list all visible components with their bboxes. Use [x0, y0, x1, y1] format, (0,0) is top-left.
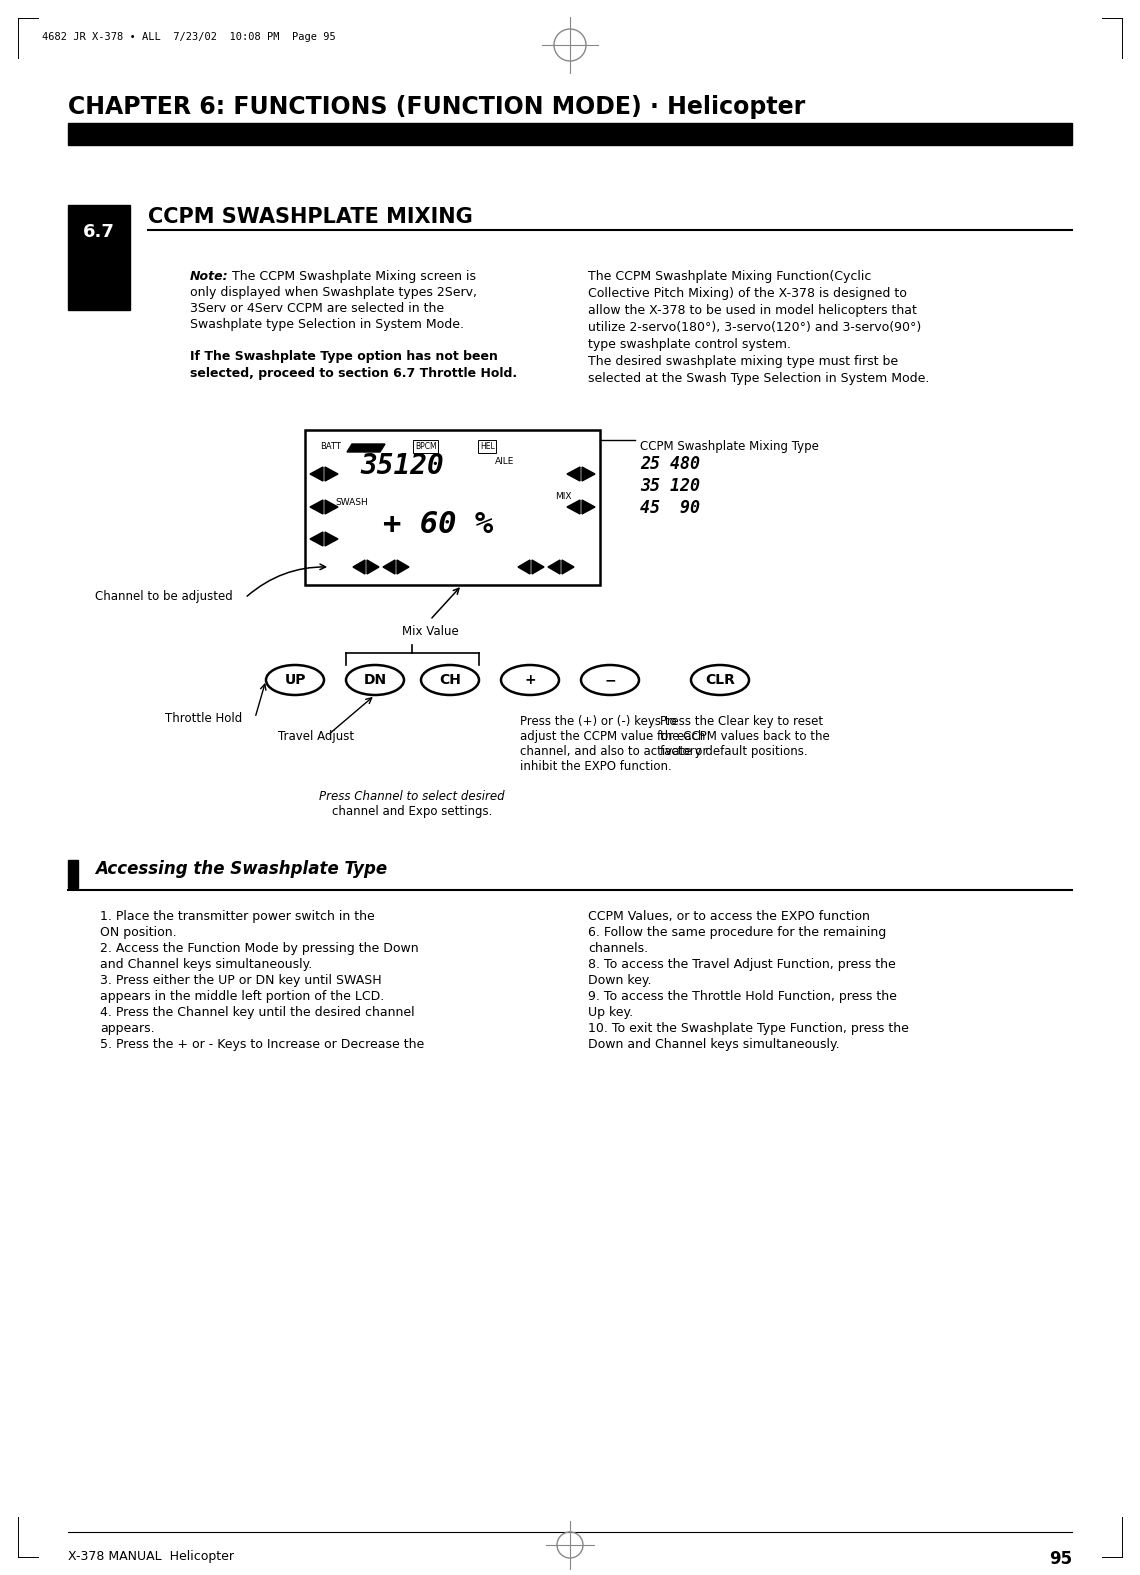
- Polygon shape: [383, 561, 394, 573]
- Polygon shape: [310, 499, 323, 513]
- Text: DN: DN: [364, 673, 386, 687]
- Polygon shape: [367, 561, 378, 573]
- Text: and Channel keys simultaneously.: and Channel keys simultaneously.: [100, 958, 312, 972]
- Text: BATT: BATT: [320, 443, 341, 450]
- Text: inhibit the EXPO function.: inhibit the EXPO function.: [520, 761, 671, 773]
- Text: 3. Press either the UP or DN key until SWASH: 3. Press either the UP or DN key until S…: [100, 973, 382, 988]
- Text: MIX: MIX: [555, 491, 571, 501]
- Text: CCPM Swashplate Mixing Type: CCPM Swashplate Mixing Type: [640, 439, 819, 454]
- Bar: [68, 205, 130, 310]
- Text: type swashplate control system.: type swashplate control system.: [588, 339, 791, 351]
- Text: + 60 %: + 60 %: [383, 510, 494, 539]
- Bar: [306, 430, 600, 584]
- Text: 95: 95: [1049, 1550, 1072, 1569]
- Text: −: −: [604, 673, 616, 687]
- Text: CH: CH: [439, 673, 461, 687]
- Text: ON position.: ON position.: [100, 926, 177, 939]
- Polygon shape: [548, 561, 560, 573]
- Text: HEL: HEL: [480, 443, 495, 450]
- Text: 4. Press the Channel key until the desired channel: 4. Press the Channel key until the desir…: [100, 1006, 415, 1019]
- Polygon shape: [397, 561, 409, 573]
- Text: CLR: CLR: [705, 673, 735, 687]
- Text: Down and Channel keys simultaneously.: Down and Channel keys simultaneously.: [588, 1038, 840, 1051]
- Text: 10. To exit the Swashplate Type Function, press the: 10. To exit the Swashplate Type Function…: [588, 1022, 909, 1035]
- Polygon shape: [325, 499, 337, 513]
- Text: 2. Access the Function Mode by pressing the Down: 2. Access the Function Mode by pressing …: [100, 942, 418, 954]
- Text: 25 480: 25 480: [640, 455, 700, 472]
- Text: channels.: channels.: [588, 942, 649, 954]
- Text: The desired swashplate mixing type must first be: The desired swashplate mixing type must …: [588, 354, 898, 369]
- Text: 9. To access the Throttle Hold Function, press the: 9. To access the Throttle Hold Function,…: [588, 991, 897, 1003]
- Text: +: +: [524, 673, 536, 687]
- Text: only displayed when Swashplate types 2Serv,: only displayed when Swashplate types 2Se…: [190, 287, 477, 299]
- Text: adjust the CCPM value for each: adjust the CCPM value for each: [520, 729, 706, 743]
- Text: 35120: 35120: [360, 452, 443, 480]
- Text: appears.: appears.: [100, 1022, 155, 1035]
- Text: selected at the Swash Type Selection in System Mode.: selected at the Swash Type Selection in …: [588, 372, 929, 384]
- Polygon shape: [583, 468, 595, 480]
- Polygon shape: [532, 561, 544, 573]
- Bar: [68, 123, 1072, 145]
- Polygon shape: [325, 468, 337, 480]
- Text: Down key.: Down key.: [588, 973, 651, 988]
- Text: The CCPM Swashplate Mixing Function(Cyclic: The CCPM Swashplate Mixing Function(Cycl…: [588, 269, 871, 284]
- Text: 6. Follow the same procedure for the remaining: 6. Follow the same procedure for the rem…: [588, 926, 886, 939]
- Text: Press the (+) or (-) keys to: Press the (+) or (-) keys to: [520, 715, 677, 728]
- Polygon shape: [325, 532, 337, 547]
- Text: selected, proceed to section 6.7 Throttle Hold.: selected, proceed to section 6.7 Throttl…: [190, 367, 518, 380]
- Text: Channel to be adjusted: Channel to be adjusted: [95, 591, 233, 603]
- Text: Swashplate type Selection in System Mode.: Swashplate type Selection in System Mode…: [190, 318, 464, 331]
- Text: Travel Adjust: Travel Adjust: [278, 729, 355, 743]
- Text: SWASH: SWASH: [335, 498, 368, 507]
- Text: 8. To access the Travel Adjust Function, press the: 8. To access the Travel Adjust Function,…: [588, 958, 896, 972]
- Polygon shape: [310, 532, 323, 547]
- Text: Collective Pitch Mixing) of the X-378 is designed to: Collective Pitch Mixing) of the X-378 is…: [588, 287, 907, 299]
- Polygon shape: [567, 499, 580, 513]
- Text: Press the Clear key to reset: Press the Clear key to reset: [660, 715, 823, 728]
- Text: The CCPM Swashplate Mixing screen is: The CCPM Swashplate Mixing screen is: [228, 269, 477, 284]
- Text: channel, and also to activate or: channel, and also to activate or: [520, 745, 708, 758]
- Text: channel and Expo settings.: channel and Expo settings.: [332, 805, 492, 817]
- Text: CCPM Values, or to access the EXPO function: CCPM Values, or to access the EXPO funct…: [588, 910, 870, 923]
- Polygon shape: [347, 444, 385, 452]
- Text: appears in the middle left portion of the LCD.: appears in the middle left portion of th…: [100, 991, 384, 1003]
- Text: 1. Place the transmitter power switch in the: 1. Place the transmitter power switch in…: [100, 910, 375, 923]
- Polygon shape: [518, 561, 530, 573]
- Text: Press Channel to select desired: Press Channel to select desired: [319, 791, 505, 803]
- Text: the CCPM values back to the: the CCPM values back to the: [660, 729, 830, 743]
- Text: Accessing the Swashplate Type: Accessing the Swashplate Type: [95, 860, 388, 877]
- Text: Note:: Note:: [190, 269, 229, 284]
- Polygon shape: [353, 561, 365, 573]
- Polygon shape: [567, 468, 580, 480]
- Text: AILE: AILE: [495, 457, 514, 466]
- Text: If The Swashplate Type option has not been: If The Swashplate Type option has not be…: [190, 350, 498, 362]
- Text: X-378 MANUAL  Helicopter: X-378 MANUAL Helicopter: [68, 1550, 234, 1562]
- Polygon shape: [562, 561, 575, 573]
- Text: 3Serv or 4Serv CCPM are selected in the: 3Serv or 4Serv CCPM are selected in the: [190, 302, 445, 315]
- Text: utilize 2-servo(180°), 3-servo(120°) and 3-servo(90°): utilize 2-servo(180°), 3-servo(120°) and…: [588, 321, 921, 334]
- Polygon shape: [310, 468, 323, 480]
- Text: 45  90: 45 90: [640, 499, 700, 517]
- Text: allow the X-378 to be used in model helicopters that: allow the X-378 to be used in model heli…: [588, 304, 917, 317]
- Text: Throttle Hold: Throttle Hold: [165, 712, 242, 724]
- Text: CCPM SWASHPLATE MIXING: CCPM SWASHPLATE MIXING: [148, 206, 473, 227]
- Text: 6.7: 6.7: [83, 224, 115, 241]
- Text: UP: UP: [284, 673, 306, 687]
- Text: BPCM: BPCM: [415, 443, 437, 450]
- Text: CHAPTER 6: FUNCTIONS (FUNCTION MODE) · Helicopter: CHAPTER 6: FUNCTIONS (FUNCTION MODE) · H…: [68, 94, 805, 120]
- Text: factory default positions.: factory default positions.: [660, 745, 807, 758]
- Text: 35 120: 35 120: [640, 477, 700, 495]
- Bar: [68, 860, 78, 888]
- Text: Up key.: Up key.: [588, 1006, 633, 1019]
- Text: Mix Value: Mix Value: [401, 625, 458, 638]
- Text: 4682 JR X-378 • ALL  7/23/02  10:08 PM  Page 95: 4682 JR X-378 • ALL 7/23/02 10:08 PM Pag…: [42, 32, 336, 43]
- Polygon shape: [583, 499, 595, 513]
- Text: 5. Press the + or - Keys to Increase or Decrease the: 5. Press the + or - Keys to Increase or …: [100, 1038, 424, 1051]
